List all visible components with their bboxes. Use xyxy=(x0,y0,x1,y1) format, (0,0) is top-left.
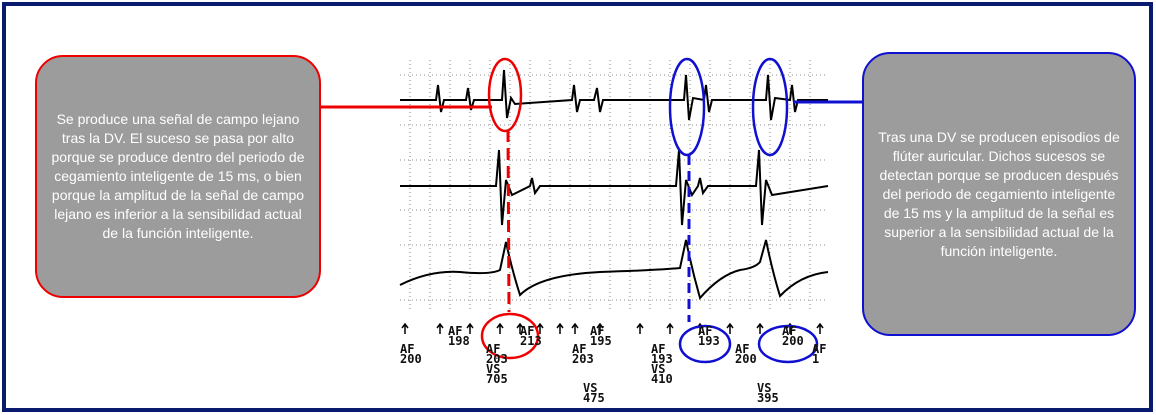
ecg-label: 195 xyxy=(590,334,612,348)
ecg-label: 200 xyxy=(400,352,422,366)
ecg-label: 193 xyxy=(698,334,720,348)
callout-text: Tras una DV se producen episodios de flú… xyxy=(864,128,1134,261)
ecg-label: 200 xyxy=(735,352,757,366)
ecg-traces xyxy=(400,70,828,298)
left-callout: Se produce una señal de campo lejano tra… xyxy=(35,55,321,298)
page: AF198AF213AF195AF193AF200AF200AF203VS705… xyxy=(0,0,1156,415)
ecg-label: 395 xyxy=(757,391,779,405)
ecg-label: 705 xyxy=(486,372,508,386)
ecg-label: 200 xyxy=(782,334,804,348)
dashed-marker xyxy=(508,130,509,312)
ecg-label: 213 xyxy=(520,334,542,348)
ecg-label: 410 xyxy=(651,372,673,386)
highlights xyxy=(482,59,817,362)
event-ticks xyxy=(402,324,823,334)
ecg-label: 203 xyxy=(572,352,594,366)
callout-text: Se produce una señal de campo lejano tra… xyxy=(37,110,319,243)
ecg-label: 1 xyxy=(812,352,819,366)
right-callout: Tras una DV se producen episodios de flú… xyxy=(862,52,1136,336)
ecg-label: 198 xyxy=(448,334,470,348)
ecg-label: 475 xyxy=(583,391,605,405)
